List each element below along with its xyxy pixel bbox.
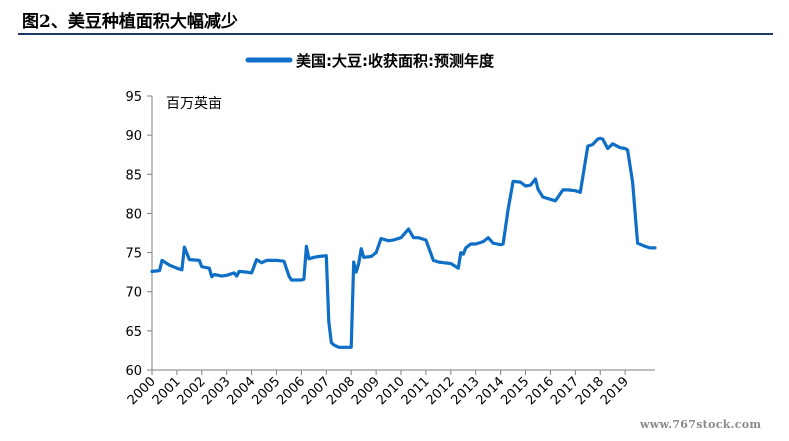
x-tick-label: 2000 bbox=[125, 374, 159, 408]
x-tick-label: 2001 bbox=[150, 374, 184, 408]
x-tick-label: 2016 bbox=[523, 374, 557, 408]
x-tick-label: 2018 bbox=[573, 374, 607, 408]
y-tick-label: 60 bbox=[125, 364, 142, 379]
legend: 美国:大豆:收获面积:预测年度 bbox=[245, 52, 495, 70]
series-layer bbox=[150, 136, 657, 349]
chart-title: 图2、美豆种植面积大幅减少 bbox=[22, 12, 238, 32]
figure-header: 图2、美豆种植面积大幅减少 bbox=[18, 4, 773, 35]
x-tick-label: 2015 bbox=[498, 374, 532, 408]
y-tick-label: 85 bbox=[125, 168, 142, 183]
y-axis: 60 65 70 75 80 85 90 95 bbox=[125, 90, 153, 379]
title-rule bbox=[18, 33, 773, 35]
series-line bbox=[150, 136, 657, 349]
y-tick-label: 70 bbox=[125, 286, 142, 301]
x-tick-label: 2012 bbox=[424, 374, 458, 408]
y-tick-label: 90 bbox=[125, 129, 142, 144]
x-tick-label: 2008 bbox=[324, 374, 358, 408]
y-tick-label: 65 bbox=[125, 325, 142, 340]
x-tick-label: 2019 bbox=[598, 374, 632, 408]
x-tick-label: 2006 bbox=[274, 374, 308, 408]
x-tick-label: 2013 bbox=[449, 374, 483, 408]
y-unit-label: 百万英亩 bbox=[166, 95, 222, 112]
x-tick-label: 2002 bbox=[175, 374, 209, 408]
x-tick-label: 2017 bbox=[548, 374, 582, 408]
x-tick-label: 2007 bbox=[299, 374, 333, 408]
watermark: www.767stock.com bbox=[640, 418, 762, 431]
y-tick-label: 80 bbox=[125, 207, 142, 222]
legend-entry-label: 美国:大豆:收获面积:预测年度 bbox=[296, 52, 495, 70]
y-tick-label: 95 bbox=[125, 90, 142, 105]
x-tick-label: 2009 bbox=[349, 374, 383, 408]
x-tick-label: 2011 bbox=[399, 374, 433, 408]
y-tick-label: 75 bbox=[125, 247, 142, 262]
x-tick-label: 2004 bbox=[224, 374, 258, 408]
x-tick-label: 2014 bbox=[473, 374, 507, 408]
x-tick-label: 2003 bbox=[200, 374, 234, 408]
x-tick-label: 2005 bbox=[249, 374, 283, 408]
x-tick-label: 2010 bbox=[374, 374, 408, 408]
x-axis: 2000200120022003200420052006200720082009… bbox=[125, 369, 655, 408]
